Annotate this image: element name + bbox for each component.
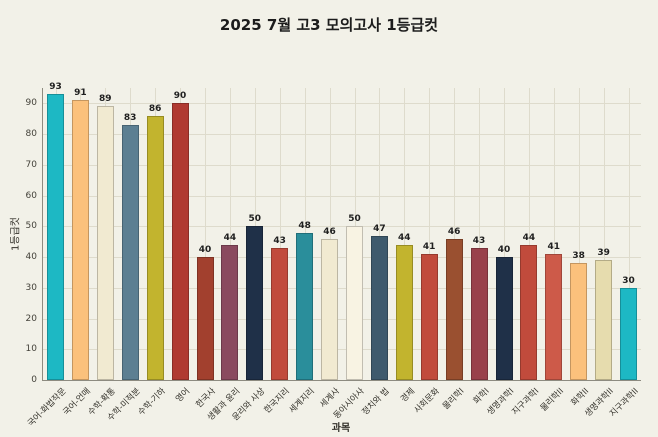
x-tick-label-text: 한국지리 [262, 386, 293, 416]
x-axis-label: 과목 [331, 423, 351, 434]
bar-value-label: 50 [348, 214, 361, 225]
bar [370, 235, 388, 380]
bar [595, 260, 613, 380]
bar-value-label: 44 [398, 232, 411, 243]
gridline-vertical [229, 88, 231, 380]
bar-value-label: 44 [223, 232, 237, 243]
bar [520, 244, 538, 380]
y-tick-label: 70 [25, 159, 37, 170]
y-tick-label: 30 [25, 282, 37, 293]
gridline-vertical [379, 88, 381, 380]
x-tick-label-text: 물리학II [539, 386, 567, 414]
bar [47, 94, 64, 380]
bar-value-label: 47 [373, 223, 386, 234]
gridline-vertical [504, 88, 505, 380]
bar-value-label: 93 [49, 82, 62, 93]
y-tick-label: 10 [25, 344, 37, 355]
bar [196, 257, 214, 380]
gridline-vertical [404, 88, 406, 380]
bar-value-label: 90 [173, 91, 187, 102]
gridline-vertical [603, 88, 605, 380]
bar [71, 100, 89, 380]
bar [495, 257, 513, 380]
bar [146, 115, 164, 380]
gridline-vertical [553, 88, 555, 380]
gridline-horizontal [43, 103, 641, 105]
gridline-horizontal [43, 195, 641, 197]
bar [570, 263, 588, 380]
bar-value-label: 43 [273, 235, 286, 246]
bar [620, 287, 637, 380]
x-tick-label-text: 영어 [174, 386, 193, 405]
bar [96, 106, 114, 380]
bar-value-label: 43 [472, 235, 486, 246]
bar-value-label: 44 [522, 232, 536, 243]
bar-value-label: 46 [447, 226, 461, 237]
gridline-horizontal [43, 287, 641, 289]
y-tick-label: 20 [25, 313, 37, 324]
bar [221, 244, 239, 380]
bar-value-label: 30 [622, 275, 635, 286]
x-tick-label-text: 물리학I [441, 386, 467, 412]
bar-value-label: 38 [572, 251, 585, 262]
bar-value-label: 89 [99, 94, 112, 105]
bar [121, 124, 139, 380]
bar [271, 247, 289, 380]
gridline-horizontal [43, 257, 641, 259]
bar [445, 238, 463, 380]
plot-area: 0 10 20 30 40 50 60 70 80 90 93 국어-화법작문 91 국어-언매 89 수학-… [26, 82, 641, 429]
bar [296, 232, 314, 380]
x-tick-label-text: 사회문화 [412, 386, 442, 416]
gridline-horizontal [43, 349, 641, 351]
y-tick-label: 50 [25, 221, 37, 232]
x-tick-label-text: 세계지리 [287, 386, 318, 416]
y-tick-label: 60 [25, 190, 37, 201]
bar-value-label: 41 [547, 242, 561, 252]
bar [171, 103, 189, 380]
gridline-vertical [628, 88, 630, 380]
bar-value-label: 46 [323, 226, 336, 237]
bar-value-label: 91 [74, 88, 87, 99]
gridline-vertical [429, 88, 431, 380]
bar [246, 226, 264, 380]
bar-value-label: 86 [148, 103, 162, 114]
gridline-horizontal [43, 318, 641, 320]
bar-value-label: 48 [298, 220, 311, 231]
gridline-horizontal [43, 134, 641, 136]
y-axis-label: 1등급컷 [10, 217, 22, 251]
x-tick-label-text: 정치와 법 [360, 386, 392, 418]
bar-value-label: 40 [497, 245, 511, 256]
x-tick-label-text: 경제 [398, 386, 417, 405]
bar-value-label: 41 [422, 242, 436, 252]
bar [346, 226, 363, 380]
gridline-vertical [528, 88, 530, 380]
y-tick-label: 80 [25, 129, 37, 140]
bar-value-label: 40 [198, 245, 212, 256]
gridline-vertical [279, 88, 281, 380]
gridline-vertical [479, 88, 480, 380]
bar-value-label: 50 [248, 214, 262, 225]
bar [420, 254, 438, 380]
bar [545, 254, 563, 380]
chart-title: 2025 7월 고3 모의고사 1등급컷 [219, 16, 439, 34]
y-tick-label: 0 [31, 375, 37, 385]
gridline-vertical [454, 88, 456, 380]
bar [470, 247, 488, 380]
gridline-horizontal [43, 164, 641, 166]
gridline-vertical [205, 88, 206, 380]
bar-value-label: 83 [123, 112, 137, 123]
bar-value-label: 39 [597, 248, 610, 259]
bar [395, 244, 413, 380]
bar [321, 238, 338, 380]
gridline-vertical [578, 88, 580, 380]
y-tick-label: 40 [25, 252, 37, 263]
y-tick-label: 90 [25, 98, 37, 109]
gridline-horizontal [43, 226, 641, 228]
gridline-vertical [329, 88, 331, 380]
